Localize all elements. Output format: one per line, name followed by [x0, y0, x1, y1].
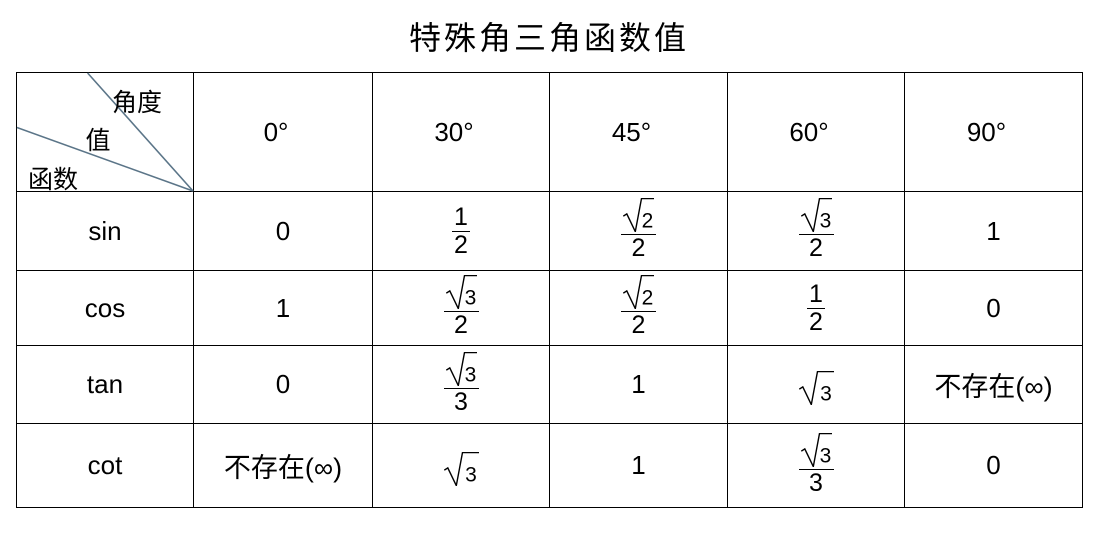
svg-text:3: 3	[464, 287, 476, 310]
svg-text:3: 3	[819, 210, 831, 233]
svg-text:3: 3	[819, 444, 831, 467]
svg-text:2: 2	[642, 287, 654, 310]
svg-text:2: 2	[642, 210, 654, 233]
svg-text:3: 3	[465, 463, 477, 486]
svg-text:3: 3	[820, 382, 832, 405]
svg-text:3: 3	[464, 363, 476, 386]
